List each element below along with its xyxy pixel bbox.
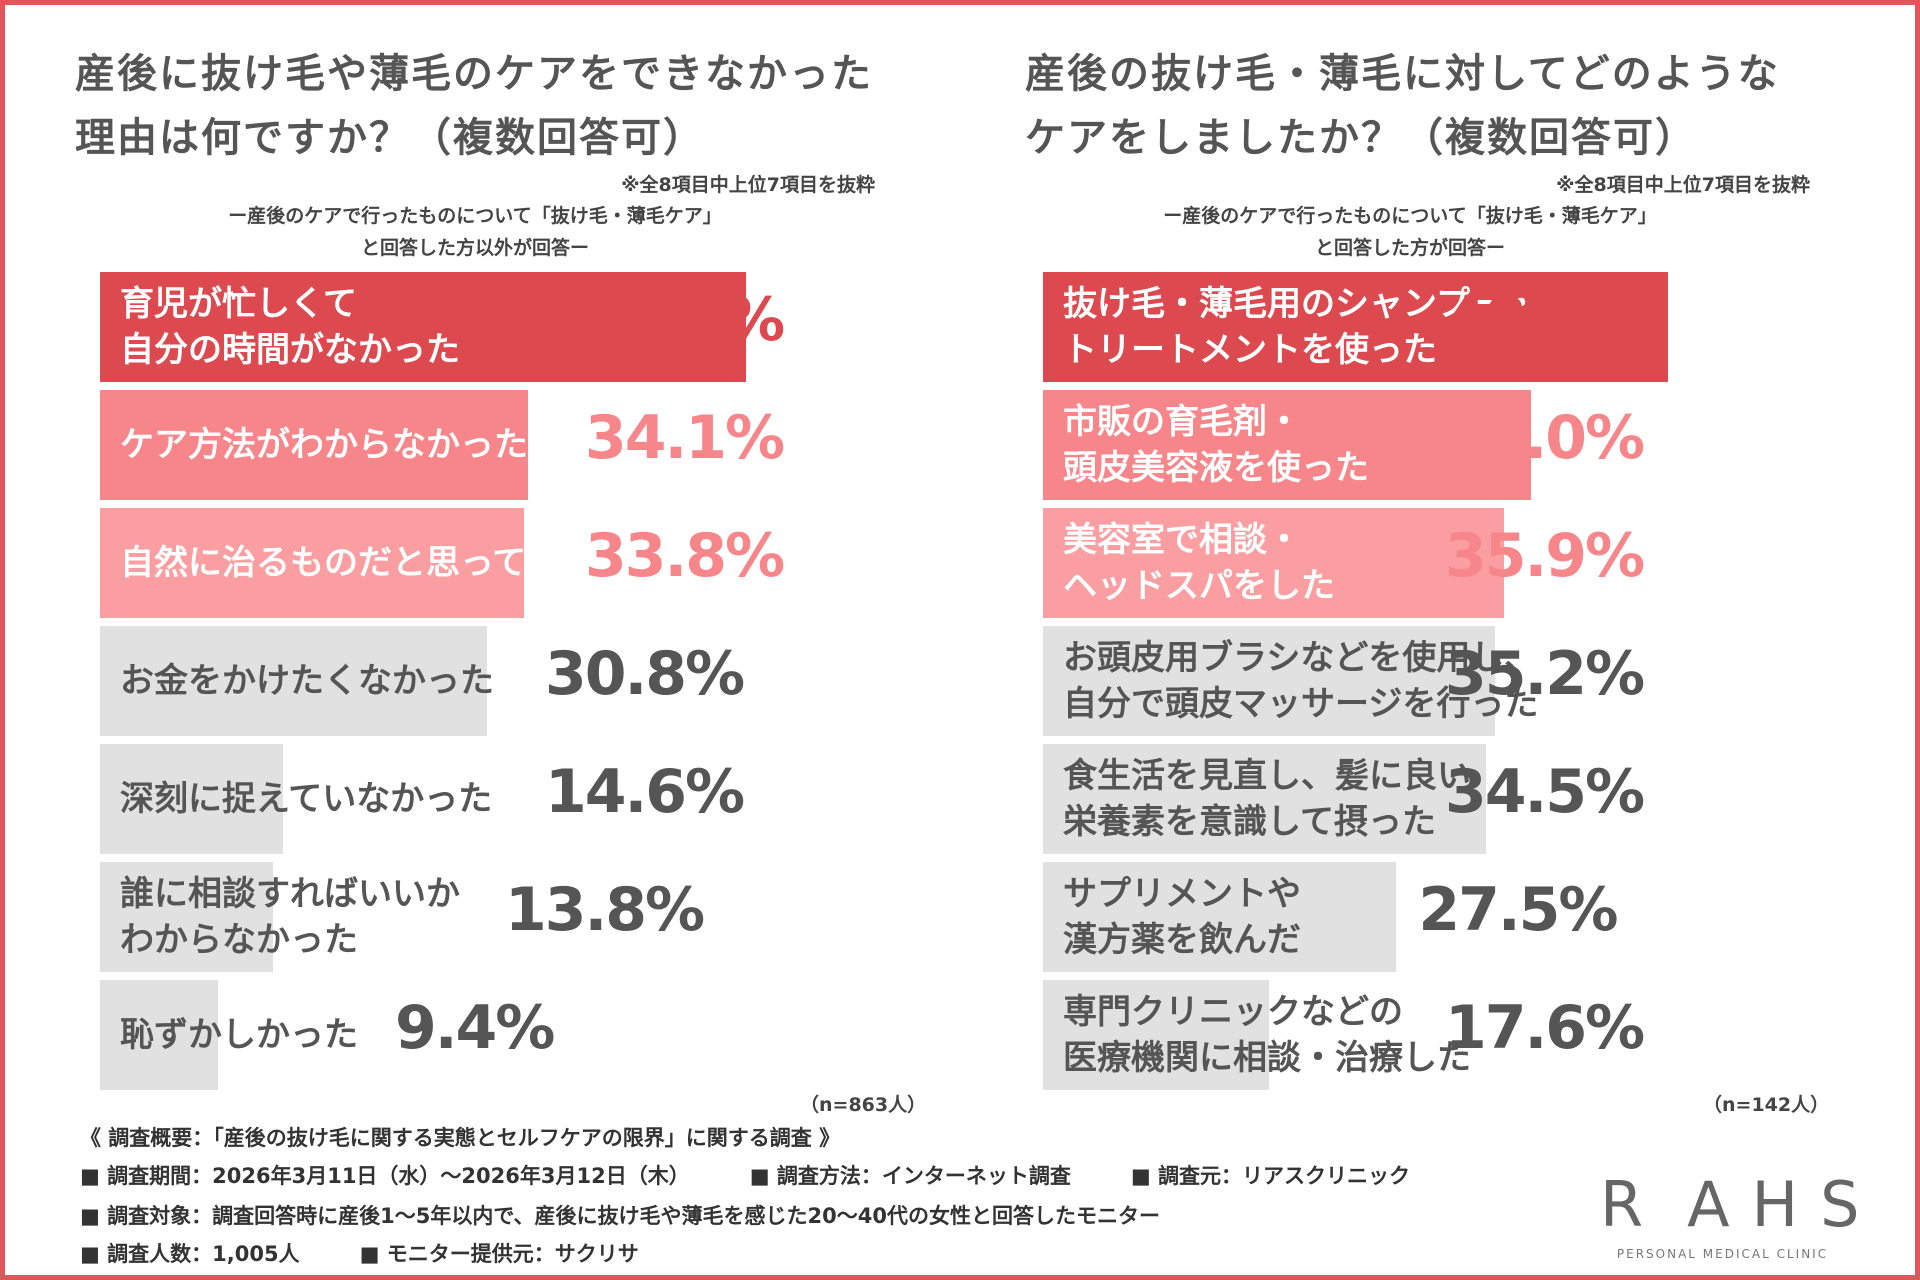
logo-letter-r: R <box>1600 1168 1666 1241</box>
left-category-label-7-line-1: 恥ずかしかった <box>120 1015 358 1055</box>
right-subnote: ー産後のケアで行ったものについて「抜け毛・薄毛ケア」 と回答した方が回答ー <box>1110 200 1710 264</box>
left-category-label-2: ケア方法がわからなかった <box>120 422 528 468</box>
left-bar-chart: 育児が忙しくて自分の時間がなかった 51.5% ケア方法がわからなかった 34.1% 自… <box>100 272 785 1090</box>
right-category-label-5: 食生活を見直し、髪に良い 栄養素を意識して摂った <box>1063 753 1471 845</box>
left-sample-size: （n=863人） <box>800 1094 927 1116</box>
right-category-label-6-line-2: 漢方薬を飲んだ <box>1063 920 1301 960</box>
left-bar-3 <box>100 508 525 618</box>
right-category-label-3: 美容室で相談・ ヘッドスパをした <box>1063 517 1335 609</box>
right-value-label-7: 17.6% <box>1445 993 1645 1063</box>
survey-target: ■ 調査対象：調査回答時に産後1〜5年以内で、産後に抜け毛や薄毛を感じた20〜4… <box>80 1204 1160 1228</box>
right-subnote-line-1: ー産後のケアで行ったものについて「抜け毛・薄毛ケア」 <box>1163 205 1657 227</box>
right-category-label-6: サプリメントや 漢方薬を飲んだ <box>1063 871 1301 963</box>
right-category-label-5-line-2: 栄養素を意識して摂った <box>1063 802 1436 842</box>
right-value-label-1: 48.6% <box>1445 285 1645 355</box>
right-sample-size: （n=142人） <box>1703 1094 1830 1116</box>
left-category-label-5: 深刻に捉えていなかった <box>120 776 492 822</box>
left-value-label-5: 14.6% <box>545 757 745 827</box>
right-category-label-1-line-1: 抜け毛・薄毛用のシャンプー・ <box>1063 284 1538 324</box>
left-value-label-4: 30.8% <box>545 639 745 709</box>
left-category-label-1: 育児が忙しくて自分の時間がなかった <box>120 281 460 373</box>
right-subnote-line-2: と回答した方が回答ー <box>1314 237 1505 259</box>
right-bar-6 <box>1043 862 1397 972</box>
left-value-label-2: 34.1% <box>585 403 785 473</box>
right-category-label-1-line-2: トリートメントを使った <box>1063 330 1437 370</box>
left-subnote: ー産後のケアで行ったものについて「抜け毛・薄毛ケア」 と回答した方以外が回答ー <box>190 200 760 264</box>
left-category-label-4: お金をかけたくなかった <box>120 658 494 704</box>
right-bar-5 <box>1043 744 1487 854</box>
right-value-label-2: 38.0% <box>1445 403 1645 473</box>
left-bar-1 <box>100 272 747 382</box>
right-title: 産後の抜け毛・薄毛に対してどのような ケアをしましたか？（複数回答可） <box>1025 42 1885 170</box>
left-title: 産後に抜け毛や薄毛のケアをできなかった 理由は何ですか？（複数回答可） <box>75 42 895 170</box>
survey-method: ■ 調査方法：インターネット調査 <box>749 1164 1071 1188</box>
right-bar-3 <box>1043 508 1505 618</box>
left-category-label-6-line-2: わからなかった <box>120 920 358 960</box>
left-category-label-4-line-1: お金をかけたくなかった <box>120 661 494 701</box>
left-bar-7 <box>100 980 218 1090</box>
right-category-label-2-line-1: 市販の育毛剤・ <box>1063 402 1301 442</box>
right-bar-4 <box>1043 626 1496 736</box>
left-value-label-1: 51.5% <box>585 285 785 355</box>
left-value-label-7: 9.4% <box>395 993 555 1063</box>
right-bar-7 <box>1043 980 1270 1090</box>
right-category-label-6-line-1: サプリメントや <box>1063 874 1301 914</box>
left-category-label-1-line-1: 育児が忙しくて <box>120 284 357 324</box>
right-title-line-1: 産後の抜け毛・薄毛に対してどのような <box>1025 51 1780 97</box>
right-value-label-4: 35.2% <box>1445 639 1645 709</box>
right-bar-1 <box>1043 272 1668 382</box>
left-category-label-6-line-1: 誰に相談すればいいか <box>120 874 460 914</box>
survey-period-row: ■ 調査期間：2026年3月11日（水）〜2026年3月12日（木） ■ 調査方法… <box>80 1160 1410 1190</box>
logo-subtitle: PERSONAL MEDICAL CLINIC <box>1616 1247 1829 1261</box>
left-subnote-line-2: と回答した方以外が回答ー <box>360 237 589 259</box>
left-title-line-2: 理由は何ですか？（複数回答可） <box>75 115 705 161</box>
right-value-label-3: 35.9% <box>1445 521 1645 591</box>
survey-source: ■ 調査元：リアスクリニック <box>1130 1164 1411 1188</box>
right-category-label-3-line-1: 美容室で相談・ <box>1063 520 1301 560</box>
logo-wordmark: R AHS <box>1600 1168 1880 1241</box>
right-title-line-2: ケアをしましたか？（複数回答可） <box>1025 115 1697 161</box>
survey-count: ■ 調査人数：1,005人 <box>80 1242 300 1266</box>
left-bar-6 <box>100 862 274 972</box>
left-category-label-1-line-2: 自分の時間がなかった <box>120 330 460 370</box>
left-bar-4 <box>100 626 487 736</box>
left-category-label-5-line-1: 深刻に捉えていなかった <box>120 779 493 819</box>
right-category-label-4-line-1: お頭皮用ブラシなどを使用し、 <box>1063 638 1539 678</box>
right-category-label-7-line-1: 専門クリニックなどの <box>1063 992 1403 1032</box>
left-category-label-3: 自然に治るものだと思っていた <box>120 540 594 586</box>
right-category-label-3-line-2: ヘッドスパをした <box>1063 566 1335 606</box>
right-category-label-7: 専門クリニックなどの医療機関に相談・治療した <box>1063 989 1471 1081</box>
left-value-label-6: 13.8% <box>505 875 705 945</box>
right-category-label-2: 市販の育毛剤・頭皮美容液を使った <box>1063 399 1369 491</box>
right-category-label-4: お頭皮用ブラシなどを使用し、 自分で頭皮マッサージを行った <box>1063 635 1538 727</box>
left-category-label-2-line-1: ケア方法がわからなかった <box>120 425 528 465</box>
right-category-label-1: 抜け毛・薄毛用のシャンプー・ トリートメントを使った <box>1063 281 1538 373</box>
left-category-label-6: 誰に相談すればいいか わからなかった <box>120 871 460 963</box>
left-subnote-line-1: ー産後のケアで行ったものについて「抜け毛・薄毛ケア」 <box>228 205 722 227</box>
right-note: ※全8項目中上位7項目を抜粋 <box>1556 174 1810 196</box>
monitor-provider: ■ モニター提供元：サクリサ <box>359 1242 639 1266</box>
right-value-label-6: 27.5% <box>1418 875 1618 945</box>
survey-count-row: ■ 調査人数：1,005人 ■ モニター提供元：サクリサ <box>80 1238 639 1268</box>
logo-letters-ahs: AHS <box>1687 1168 1882 1241</box>
riahs-logo: R AHS PERSONAL MEDICAL CLINIC <box>1600 1168 1880 1261</box>
right-category-label-4-line-2: 自分で頭皮マッサージを行った <box>1063 684 1539 724</box>
survey-summary-title: 《 調査概要：「産後の抜け毛に関する実態とセルフケアの限界」に関する調査 》 <box>80 1126 841 1150</box>
left-note: ※全8項目中上位7項目を抜粋 <box>621 174 875 196</box>
right-value-label-5: 34.5% <box>1445 757 1645 827</box>
right-category-label-2-line-2: 頭皮美容液を使った <box>1063 448 1369 488</box>
left-title-line-1: 産後に抜け毛や薄毛のケアをできなかった <box>75 51 873 97</box>
left-value-label-3: 33.8% <box>585 521 785 591</box>
right-category-label-7-line-2: 医療機関に相談・治療した <box>1063 1038 1471 1078</box>
right-bar-2 <box>1043 390 1532 500</box>
left-bar-5 <box>100 744 284 854</box>
left-category-label-3-line-1: 自然に治るものだと思っていた <box>120 543 595 583</box>
left-bar-2 <box>100 390 528 500</box>
right-category-label-5-line-1: 食生活を見直し、髪に良い <box>1063 756 1471 796</box>
left-category-label-7: 恥ずかしかった <box>120 1012 358 1058</box>
survey-period: ■ 調査期間：2026年3月11日（水）〜2026年3月12日（木） <box>80 1164 690 1188</box>
